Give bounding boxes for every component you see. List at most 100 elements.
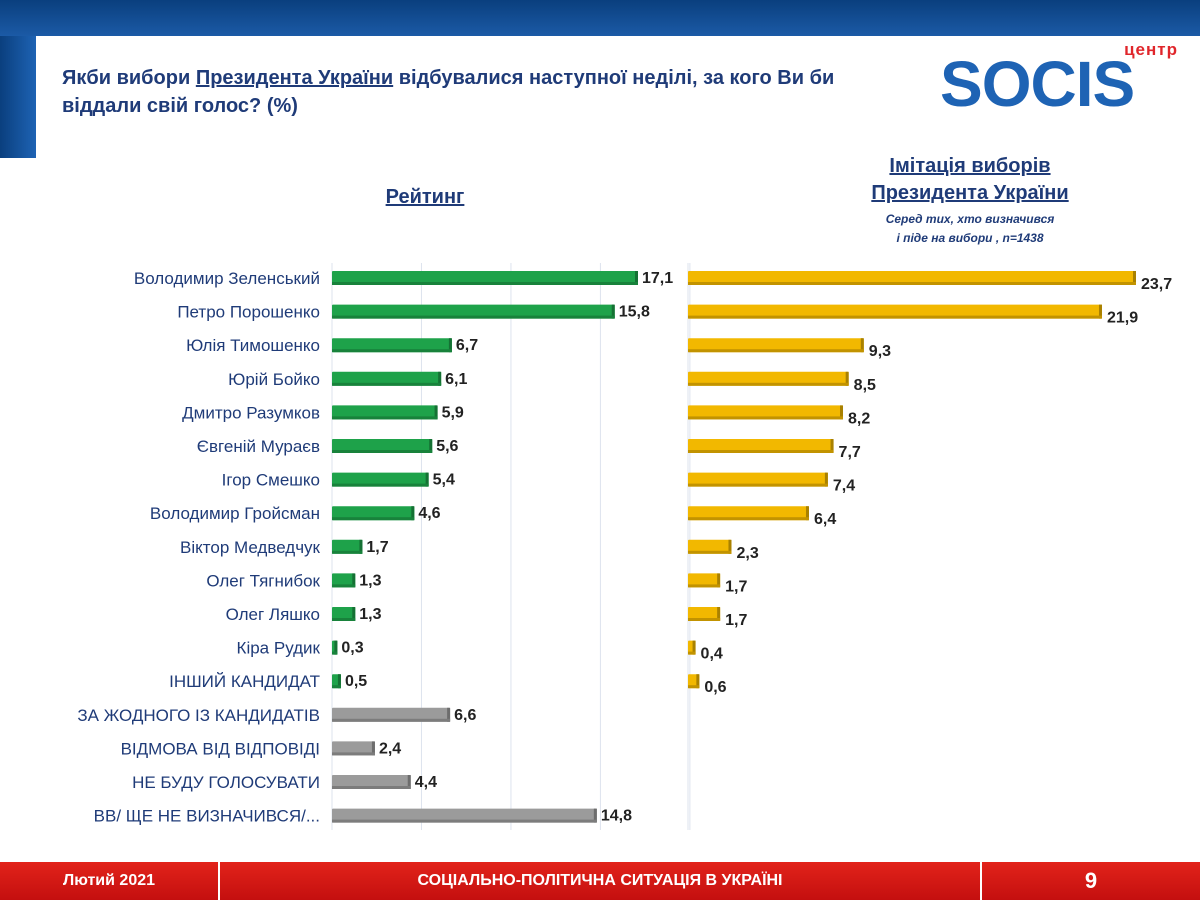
bar-left xyxy=(332,304,615,319)
bar-left-shadow xyxy=(332,819,597,823)
rating-title: Рейтинг xyxy=(385,186,465,208)
bar-right-edge xyxy=(830,439,834,453)
bar-left-edge xyxy=(611,304,615,319)
category-label: ВІДМОВА ВІД ВІДПОВІДІ xyxy=(121,739,320,758)
bar-left-shadow xyxy=(332,550,363,554)
bar-left-edge xyxy=(337,674,341,689)
category-label: Володимир Гройсман xyxy=(150,504,320,523)
value-label-right: 21,9 xyxy=(1107,310,1138,327)
category-label: Юлія Тимошенко xyxy=(186,336,320,355)
bar-left-edge xyxy=(429,439,433,453)
bar-left-edge xyxy=(635,271,638,285)
footer-subtitle: СОЦІАЛЬНО-ПОЛІТИЧНА СИТУАЦІЯ В УКРАЇНІ xyxy=(417,872,783,889)
bar-right-shadow xyxy=(688,315,1102,319)
bar-right-shadow xyxy=(688,517,809,521)
bar-right xyxy=(688,371,849,386)
bar-left-shadow xyxy=(332,786,411,789)
bar-left-edge xyxy=(352,607,356,621)
bar-left-edge xyxy=(448,338,452,353)
bar-right-shadow xyxy=(688,618,721,621)
bar-right-edge xyxy=(696,674,700,689)
question-part-2: відбувалися наступної неділі, за кого Ви… xyxy=(62,67,835,117)
bar-left-shadow xyxy=(332,382,442,386)
category-label: Євгеній Мураєв xyxy=(197,437,320,456)
bar-right-shadow xyxy=(688,282,1136,285)
value-label-right: 23,7 xyxy=(1141,276,1172,293)
bar-left-edge xyxy=(371,741,375,756)
bar-left-shadow xyxy=(332,349,452,353)
question-title: Якби вибори Президента України відбували… xyxy=(62,64,862,120)
bar-right-edge xyxy=(860,338,864,353)
bar-left-shadow xyxy=(332,584,356,588)
bar-left-edge xyxy=(447,707,451,722)
bar-left-shadow xyxy=(332,282,638,285)
bar-left xyxy=(332,607,356,621)
bar-right xyxy=(688,304,1102,319)
value-label-left: 4,6 xyxy=(418,505,440,522)
bar-left-edge xyxy=(434,405,438,420)
value-label-left: 5,9 xyxy=(442,404,464,421)
value-label-left: 0,3 xyxy=(341,640,363,657)
category-label: Віктор Медведчук xyxy=(180,538,321,557)
category-label: ІНШИЙ КАНДИДАТ xyxy=(169,672,320,691)
imitation-subtitle-line-1: Серед тих, хто визначився xyxy=(885,212,1055,226)
bar-left-shadow xyxy=(332,651,338,655)
imitation-title-line-1: Імітація виборів xyxy=(889,155,1051,177)
value-label-left: 1,3 xyxy=(359,606,381,623)
bar-right xyxy=(688,573,721,588)
page-number: 9 xyxy=(980,862,1200,900)
bar-right xyxy=(688,506,809,521)
category-label: Олег Тягнибок xyxy=(206,571,320,590)
value-label-right: 0,4 xyxy=(701,646,723,663)
bar-right-shadow xyxy=(688,416,844,420)
value-label-right: 0,6 xyxy=(704,679,726,696)
bar-left xyxy=(332,707,451,722)
bar-right xyxy=(688,405,844,420)
category-label: Володимир Зеленський xyxy=(134,269,320,288)
bar-right-edge xyxy=(845,371,849,386)
socis-logo: центр SOCIS xyxy=(940,40,1190,124)
bar-left-edge xyxy=(407,775,411,789)
bar-right xyxy=(688,472,828,487)
bar-right-shadow xyxy=(688,584,721,588)
value-label-left: 6,1 xyxy=(445,371,467,388)
bar-left-shadow xyxy=(332,450,433,453)
value-label-left: 1,3 xyxy=(359,572,381,589)
bar-left xyxy=(332,271,638,285)
bar-left-shadow xyxy=(332,618,356,621)
left-accent-tab xyxy=(0,36,36,158)
imitation-title-line-2: Президента України xyxy=(871,182,1069,204)
bar-left-shadow xyxy=(332,685,341,689)
imitation-subtitle-line-2: і піде на вибори , n=1438 xyxy=(896,231,1044,245)
bar-right xyxy=(688,439,834,453)
value-label-left: 6,6 xyxy=(454,707,476,724)
bar-chart-area: Володимир Зеленський 17,1 Петро Порошенко 1… xyxy=(77,263,1172,830)
value-label-left: 0,5 xyxy=(345,673,367,690)
bar-left xyxy=(332,405,438,420)
value-label-left: 5,4 xyxy=(433,472,455,489)
question-part-1: Якби вибори xyxy=(62,67,196,89)
bar-right xyxy=(688,271,1136,285)
top-band xyxy=(0,0,1200,36)
bar-right xyxy=(688,607,721,621)
value-label-left: 15,8 xyxy=(619,304,650,321)
footer-date: Лютий 2021 xyxy=(0,862,220,900)
value-label-right: 1,7 xyxy=(725,612,747,629)
category-label: ЗА ЖОДНОГО ІЗ КАНДИДАТІВ xyxy=(77,706,320,725)
value-label-left: 14,8 xyxy=(601,808,632,825)
value-label-left: 17,1 xyxy=(642,270,673,287)
bar-left xyxy=(332,741,375,756)
bar-right-shadow xyxy=(688,349,864,353)
bar-right-shadow xyxy=(688,685,700,689)
value-label-right: 9,3 xyxy=(869,343,891,360)
category-label: ВВ/ ЩЕ НЕ ВИЗНАЧИВСЯ/... xyxy=(94,807,320,826)
bar-right-edge xyxy=(1098,304,1102,319)
bar-right-shadow xyxy=(688,651,696,655)
value-label-left: 1,7 xyxy=(366,539,388,556)
bar-right-edge xyxy=(728,539,732,554)
bar-left-shadow xyxy=(332,517,415,521)
bar-right-edge xyxy=(692,640,696,655)
bar-left-shadow xyxy=(332,483,429,487)
bar-right-shadow xyxy=(688,550,732,554)
bar-left-shadow xyxy=(332,752,375,756)
